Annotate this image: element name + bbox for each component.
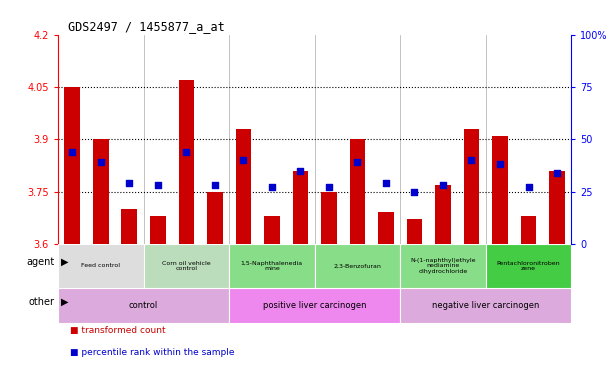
Text: ■ transformed count: ■ transformed count <box>70 326 166 335</box>
Text: Pentachloronitroben
zene: Pentachloronitroben zene <box>497 260 560 271</box>
Text: negative liver carcinogen: negative liver carcinogen <box>432 301 540 310</box>
Point <box>552 170 562 176</box>
Bar <box>264 216 280 244</box>
Bar <box>549 170 565 244</box>
Point <box>181 149 191 155</box>
Point <box>324 184 334 190</box>
Bar <box>93 139 109 244</box>
Bar <box>58 288 229 323</box>
Bar <box>349 139 365 244</box>
Text: other: other <box>29 297 55 307</box>
Text: ▶: ▶ <box>61 257 68 266</box>
Bar <box>293 170 309 244</box>
Point <box>353 159 362 165</box>
Point <box>438 182 448 188</box>
Point <box>67 149 77 155</box>
Text: positive liver carcinogen: positive liver carcinogen <box>263 301 367 310</box>
Bar <box>178 80 194 244</box>
Point <box>153 182 163 188</box>
Bar <box>229 244 315 288</box>
Bar <box>464 129 480 244</box>
Point <box>296 167 306 174</box>
Text: Corn oil vehicle
control: Corn oil vehicle control <box>162 260 211 271</box>
Point <box>381 180 391 186</box>
Bar <box>236 129 251 244</box>
Text: GDS2497 / 1455877_a_at: GDS2497 / 1455877_a_at <box>68 20 225 33</box>
Text: Feed control: Feed control <box>81 263 120 268</box>
Bar <box>492 136 508 244</box>
Bar <box>150 216 166 244</box>
Bar <box>144 244 229 288</box>
Point <box>210 182 220 188</box>
Bar <box>229 288 400 323</box>
Text: control: control <box>129 301 158 310</box>
Text: 1,5-Naphthalenedia
mine: 1,5-Naphthalenedia mine <box>241 260 303 271</box>
Bar <box>400 244 486 288</box>
Point <box>467 157 477 163</box>
Point <box>524 184 533 190</box>
Point <box>96 159 106 165</box>
Bar <box>122 209 137 244</box>
Bar <box>207 192 223 244</box>
Bar <box>486 244 571 288</box>
Point <box>238 157 248 163</box>
Bar <box>521 216 536 244</box>
Text: 2,3-Benzofuran: 2,3-Benzofuran <box>334 263 381 268</box>
Bar <box>407 219 422 244</box>
Bar <box>321 192 337 244</box>
Text: N-(1-naphthyl)ethyle
nediamine
dihydrochloride: N-(1-naphthyl)ethyle nediamine dihydroch… <box>410 258 476 274</box>
Point <box>267 184 277 190</box>
Bar <box>400 288 571 323</box>
Point <box>125 180 134 186</box>
Bar <box>435 185 451 244</box>
Bar <box>378 212 394 244</box>
Text: ▶: ▶ <box>61 297 68 307</box>
Bar <box>58 244 144 288</box>
Bar <box>315 244 400 288</box>
Bar <box>65 87 80 244</box>
Point <box>409 189 419 195</box>
Point <box>495 161 505 167</box>
Text: agent: agent <box>27 257 55 266</box>
Text: ■ percentile rank within the sample: ■ percentile rank within the sample <box>70 348 235 356</box>
